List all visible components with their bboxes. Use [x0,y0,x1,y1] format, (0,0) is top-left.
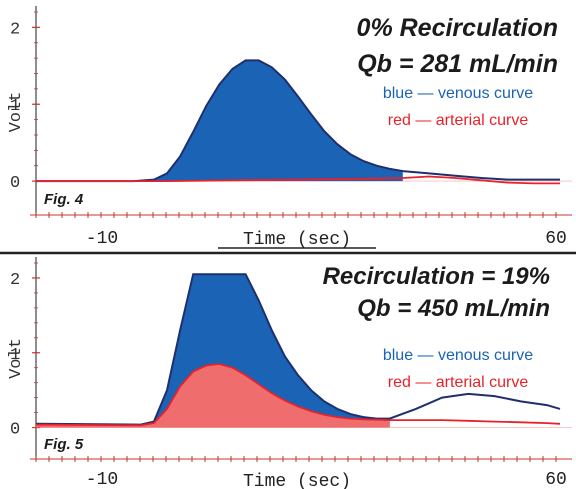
figure-label: Fig. 5 [44,436,84,453]
legend-entry: red — arterial curve [388,374,529,391]
y-tick-label: 0 [10,174,20,193]
x-axis-label: Time (sec) [243,230,351,250]
y-tick-label: 2 [10,20,20,39]
x-tick-label: 60 [545,470,567,489]
legend-entry: blue — venous curve [383,85,533,102]
chart-panel-5: 2 1 0 Volt Recirculation = 19% Qb = 450 mL/mi… [7,257,572,489]
chart-title-line-1: Recirculation = 19% [323,263,550,290]
y-tick-label: 1 [10,97,20,116]
x-axis-label: Time (sec) [243,472,351,489]
chart-title-line-2: Qb = 281 mL/min [357,50,558,78]
legend-entry: blue — venous curve [383,347,533,364]
y-axis-label: Volt [7,92,26,133]
figure-label: Fig. 4 [44,191,84,208]
chart-title-line-2: Qb = 450 mL/min [357,295,550,322]
arterial-curve-line [35,363,561,427]
venous-curve-area [36,60,403,182]
venous-curve-line [35,273,561,426]
venous-curve-line [36,59,560,183]
y-axis-label: Volt [7,338,26,379]
x-tick-label: -10 [86,470,118,489]
y-tick-label: 2 [10,271,20,290]
arterial-curve-area [36,364,390,428]
chart-panel-4: 2 1 0 Volt 0% Recirculation Qb = 281 mL/min bl… [7,6,572,250]
x-tick-label: -10 [86,229,118,249]
y-tick-label: 0 [10,421,20,440]
x-tick-label: 60 [545,229,567,249]
chart-title-line-1: 0% Recirculation [357,14,558,42]
venous-curve-area [36,274,390,428]
arterial-curve-line [36,175,560,185]
y-tick-label: 1 [10,346,20,365]
legend-entry: red — arterial curve [388,112,529,129]
